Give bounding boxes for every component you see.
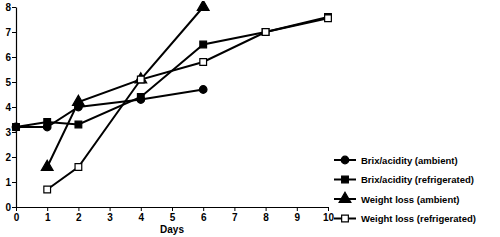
tick-label: 2 — [76, 212, 82, 223]
marker — [200, 59, 207, 66]
tick-label: 2 — [5, 152, 11, 163]
legend: Brix/acidity (ambient) Brix/acidity (refr… — [334, 155, 476, 225]
tick-label: 4 — [5, 102, 11, 113]
tick-label: 7 — [232, 212, 238, 223]
marker — [199, 86, 207, 94]
legend-marker — [342, 176, 349, 183]
tick-mark — [172, 207, 173, 211]
marker — [44, 119, 51, 126]
tick: 7 — [5, 27, 16, 38]
legend-label: Brix/acidity (ambient) — [361, 155, 458, 166]
marker — [75, 164, 82, 171]
tick-mark — [47, 207, 48, 211]
tick-label: 3 — [107, 212, 113, 223]
tick: 2 — [5, 152, 16, 163]
tick: 5 — [170, 207, 176, 223]
tick: 0 — [5, 202, 16, 213]
series-line — [47, 18, 328, 189]
legend-item: Brix/acidity (refrigerated) — [334, 174, 474, 185]
tick-mark — [12, 182, 16, 183]
legend-marker — [342, 215, 349, 222]
legend-item: Brix/acidity (ambient) — [334, 155, 458, 166]
marker — [137, 94, 144, 101]
legend-item: Weight loss (refrigerated) — [334, 213, 476, 224]
tick-label: 9 — [295, 212, 301, 223]
series-line — [47, 7, 203, 167]
x-axis-title: Days — [160, 224, 184, 235]
series-line — [16, 17, 328, 127]
x-axis: 0 1 2 3 4 5 6 7 8 9 10 — [14, 207, 335, 223]
tick-label: 5 — [170, 212, 176, 223]
tick-label: 3 — [5, 127, 11, 138]
legend-label: Weight loss (refrigerated) — [361, 213, 476, 224]
tick: 8 — [263, 207, 269, 223]
tick-mark — [12, 57, 16, 58]
tick-label: 6 — [5, 52, 11, 63]
tick: 4 — [5, 102, 16, 113]
marker — [13, 124, 20, 131]
tick-label: 0 — [5, 202, 11, 213]
tick-label: 4 — [139, 212, 145, 223]
tick: 7 — [232, 207, 238, 223]
tick-mark — [141, 207, 142, 211]
marker — [325, 15, 332, 22]
legend-label: Brix/acidity (refrigerated) — [361, 174, 474, 185]
tick-mark — [234, 207, 235, 211]
tick-mark — [266, 207, 267, 211]
tick: 6 — [201, 207, 207, 223]
tick: 8 — [5, 2, 16, 13]
legend-label: Weight loss (ambient) — [361, 194, 460, 205]
tick-label: 1 — [5, 177, 11, 188]
marker — [200, 41, 207, 48]
tick-label: 0 — [14, 212, 20, 223]
tick: 1 — [5, 177, 16, 188]
tick-mark — [12, 132, 16, 133]
tick: 9 — [295, 207, 301, 223]
plot-area — [12, 1, 331, 193]
tick-mark — [12, 107, 16, 108]
tick: 1 — [45, 207, 51, 223]
tick: 5 — [5, 77, 16, 88]
tick-mark — [78, 207, 79, 211]
legend-marker — [341, 156, 349, 164]
marker — [44, 186, 51, 193]
tick-label: 1 — [45, 212, 51, 223]
tick: 4 — [139, 207, 145, 223]
legend-item: Weight loss (ambient) — [334, 192, 460, 204]
marker — [12, 123, 20, 131]
y-axis: 0 1 2 3 4 5 6 7 8 — [5, 2, 16, 213]
tick-label: 5 — [5, 77, 11, 88]
tick-mark — [12, 207, 16, 208]
tick-label: 8 — [263, 212, 269, 223]
tick-mark — [297, 207, 298, 211]
tick-mark — [12, 82, 16, 83]
tick-mark — [16, 207, 17, 211]
series-line — [16, 90, 203, 128]
marker — [262, 29, 269, 36]
marker — [75, 121, 82, 128]
tick-mark — [203, 207, 204, 211]
tick-mark — [328, 207, 329, 211]
marker — [262, 29, 269, 36]
tick: 10 — [323, 207, 335, 223]
tick-label: 6 — [201, 212, 207, 223]
tick-mark — [12, 32, 16, 33]
tick-mark — [110, 207, 111, 211]
tick-mark — [12, 157, 16, 158]
tick-label: 7 — [5, 27, 11, 38]
chart: 0 1 2 3 4 5 6 7 8 9 10 0 1 2 3 4 5 6 7 8 Days Brix/acidity (a… — [0, 0, 500, 237]
marker — [41, 160, 53, 170]
tick-mark — [12, 7, 16, 8]
tick-label: 8 — [5, 2, 11, 13]
tick-label: 10 — [323, 212, 335, 223]
marker — [137, 76, 144, 83]
marker — [73, 95, 85, 105]
axis-line — [16, 8, 17, 208]
tick: 3 — [107, 207, 113, 223]
marker — [197, 1, 209, 10]
tick: 0 — [14, 207, 20, 223]
tick: 2 — [76, 207, 82, 223]
tick: 6 — [5, 52, 16, 63]
legend-marker — [339, 192, 351, 202]
